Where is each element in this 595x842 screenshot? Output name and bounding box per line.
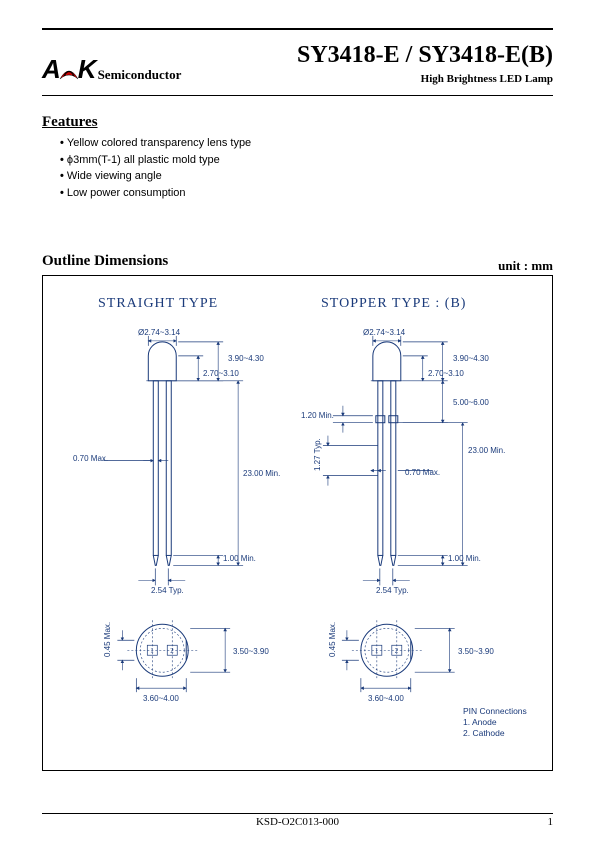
dimensions-title: Outline Dimensions xyxy=(42,253,168,270)
logo: A K Semiconductor xyxy=(42,36,181,85)
feature-item: Yellow colored transparency lens type xyxy=(60,135,553,152)
dimensions-header: Outline Dimensions unit : mm xyxy=(42,253,553,276)
dim-bottom-w-r: 3.60~4.00 xyxy=(368,694,404,703)
dim-body-h-r: 2.70~3.10 xyxy=(428,369,464,378)
pin-1: 1. Anode xyxy=(463,717,497,727)
straight-type-label: STRAIGHT TYPE xyxy=(98,296,218,312)
dim-stopper-gap: 1.20 Min. xyxy=(301,411,334,420)
dim-top-dia: Ø2.74~3.14 xyxy=(138,328,180,337)
diagram-box: STRAIGHT TYPE STOPPER TYPE : (B) xyxy=(42,276,553,771)
header-row: A K Semiconductor SY3418-E / SY3418-E(B)… xyxy=(42,36,553,85)
dim-bottom-w: 3.60~4.00 xyxy=(143,694,179,703)
dim-pitch: 2.54 Typ. xyxy=(151,586,184,595)
dim-lead-w-r: 0.70 Max. xyxy=(405,468,440,477)
pin-connections: PIN Connections 1. Anode 2. Cathode xyxy=(463,706,527,739)
pin-title: PIN Connections xyxy=(463,706,527,716)
dim-top-dia-r: Ø2.74~3.14 xyxy=(363,328,405,337)
doc-id: KSD-O2C013-000 xyxy=(256,816,339,828)
features-title: Features xyxy=(42,114,553,131)
part-number: SY3418-E / SY3418-E(B) xyxy=(297,42,553,69)
dim-flat-w-r: 0.45 Max. xyxy=(328,622,337,657)
unit-label: unit : mm xyxy=(498,258,553,274)
dim-head-h: 3.90~4.30 xyxy=(228,354,264,363)
top-rule xyxy=(42,28,553,30)
logo-swoosh-icon xyxy=(58,61,80,83)
dim-bottom-dia-r: 3.50~3.90 xyxy=(458,647,494,656)
stopper-type-label: STOPPER TYPE : (B) xyxy=(321,296,466,312)
dim-lead-len-r: 23.00 Min. xyxy=(468,446,505,455)
feature-item: Low power consumption xyxy=(60,185,553,202)
dim-head-h-r: 3.90~4.30 xyxy=(453,354,489,363)
feature-item: ϕ3mm(T-1) all plastic mold type xyxy=(60,152,553,169)
features-section: Features Yellow colored transparency len… xyxy=(42,114,553,201)
svg-text:2: 2 xyxy=(395,647,399,655)
svg-text:1: 1 xyxy=(375,647,379,655)
features-list: Yellow colored transparency lens type ϕ3… xyxy=(42,135,553,201)
footer: KSD-O2C013-000 xyxy=(42,813,553,828)
svg-text:1: 1 xyxy=(150,647,154,655)
page-number: 1 xyxy=(548,816,554,828)
dim-lead-pitch-v: 1.27 Typ. xyxy=(313,438,322,471)
dim-lead-len: 23.00 Min. xyxy=(243,469,280,478)
dim-tip-h-r: 1.00 Min. xyxy=(448,554,481,563)
dimension-drawing: 1 2 xyxy=(43,276,552,770)
logo-suffix: Semiconductor xyxy=(98,67,182,85)
subtitle: High Brightness LED Lamp xyxy=(297,73,553,85)
feature-item: Wide viewing angle xyxy=(60,168,553,185)
dim-body-h: 2.70~3.10 xyxy=(203,369,239,378)
header-rule xyxy=(42,95,553,96)
dim-stopper-h: 5.00~6.00 xyxy=(453,398,489,407)
dim-flat-w: 0.45 Max. xyxy=(103,622,112,657)
title-block: SY3418-E / SY3418-E(B) High Brightness L… xyxy=(297,36,553,85)
dim-lead-w: 0.70 Max. xyxy=(73,454,108,463)
dim-tip-h: 1.00 Min. xyxy=(223,554,256,563)
dim-bottom-dia: 3.50~3.90 xyxy=(233,647,269,656)
svg-text:2: 2 xyxy=(170,647,174,655)
dim-pitch-r: 2.54 Typ. xyxy=(376,586,409,595)
logo-letter-k: K xyxy=(78,54,96,85)
pin-2: 2. Cathode xyxy=(463,728,505,738)
